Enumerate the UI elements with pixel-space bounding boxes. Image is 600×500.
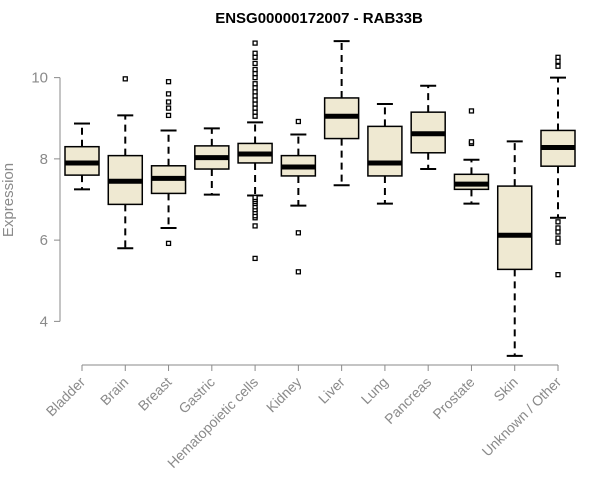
outlier-point	[252, 40, 258, 46]
y-axis-label: Expression	[0, 163, 17, 237]
x-tick-label: Lung	[358, 374, 391, 407]
box-group	[280, 118, 317, 275]
outlier-point	[555, 239, 561, 245]
outlier-point	[555, 272, 561, 278]
outlier-point	[122, 76, 128, 82]
outlier-point	[252, 113, 258, 119]
box-group	[367, 103, 403, 205]
box-iqr	[367, 125, 403, 177]
outlier-point	[165, 79, 172, 85]
plot-area	[64, 40, 576, 357]
outlier-point	[252, 50, 258, 56]
outlier-point	[252, 255, 258, 262]
outlier-point	[555, 58, 561, 65]
x-tick-label: Liver	[315, 374, 348, 407]
outlier-point	[295, 118, 302, 125]
box-group	[64, 122, 100, 191]
outlier-point	[252, 223, 258, 229]
outlier-point	[468, 108, 475, 114]
outlier-point	[555, 219, 561, 225]
outlier-point	[555, 63, 561, 69]
y-tick-label: 4	[40, 313, 48, 330]
box-group	[194, 127, 230, 196]
outlier-point	[555, 54, 561, 60]
box-group	[237, 40, 273, 262]
x-tick-label: Brain	[97, 374, 131, 408]
y-tick-label: 8	[40, 151, 48, 168]
outlier-point	[252, 97, 258, 103]
outlier-point	[165, 99, 172, 105]
y-tick-label: 10	[31, 70, 48, 87]
box-group	[410, 84, 446, 171]
outlier-point	[252, 194, 258, 201]
outlier-point	[252, 60, 258, 67]
outlier-point	[555, 225, 561, 231]
outlier-point	[252, 93, 258, 99]
x-tick-label: Gastric	[175, 374, 218, 417]
box-iqr	[496, 185, 533, 271]
outlier-point	[252, 74, 258, 81]
outlier-point	[252, 101, 258, 107]
x-tick-label: Kidney	[263, 374, 305, 416]
y-tick-label: 6	[40, 232, 48, 249]
outlier-point	[165, 240, 172, 247]
outlier-point	[295, 230, 302, 236]
box-group	[107, 76, 144, 250]
outlier-point	[165, 91, 172, 97]
box-group	[540, 54, 576, 278]
x-tick-label: Skin	[490, 374, 521, 405]
outlier-point	[165, 105, 172, 111]
outlier-point	[252, 109, 258, 115]
x-tick-label: Pancreas	[381, 374, 434, 427]
outlier-point	[555, 235, 561, 241]
x-tick-label: Unknown / Other	[479, 374, 565, 460]
outlier-point	[555, 229, 561, 235]
box-group	[150, 79, 187, 247]
outlier-point	[252, 54, 258, 60]
box-group	[453, 108, 490, 205]
outlier-point	[252, 89, 258, 95]
outlier-point	[252, 66, 258, 73]
x-tick-label: Prostate	[429, 374, 477, 422]
outlier-point	[252, 85, 258, 91]
box-group	[323, 40, 360, 187]
x-tick-label: Breast	[135, 374, 175, 414]
outlier-point	[165, 112, 172, 119]
outlier-point	[252, 70, 258, 77]
outlier-point	[252, 105, 258, 111]
outlier-point	[252, 81, 258, 87]
box-group	[496, 140, 533, 357]
outlier-point	[468, 139, 475, 145]
chart-title: ENSG00000172007 - RAB33B	[215, 10, 423, 27]
outlier-point	[295, 269, 302, 275]
x-tick-label: Bladder	[43, 374, 89, 420]
y-axis: 4 6 8 10	[31, 70, 61, 330]
